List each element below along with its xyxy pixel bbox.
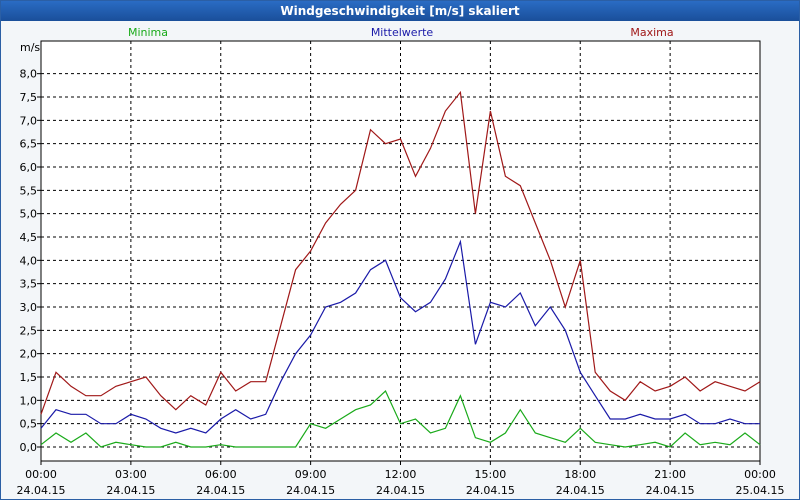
x-tick-date: 24.04.15 (376, 484, 425, 497)
x-tick-date: 24.04.15 (646, 484, 695, 497)
x-axis: 00:00 24.04.15 03:00 24.04.15 06:00 24.04.15 0… (17, 461, 785, 497)
x-tick-date: 24.04.15 (106, 484, 155, 497)
y-tick-label: 3,5 (20, 278, 38, 291)
legend-entry-maxima: Maxima (630, 26, 673, 39)
series-line-mittelwerte (40, 239, 760, 434)
x-tick-date: 24.04.15 (17, 484, 66, 497)
y-tick-label: 5,5 (20, 184, 38, 197)
x-tick-time: 18:00 (564, 468, 596, 481)
chart-title: Windgeschwindigkeit [m/s] skaliert (1, 1, 799, 21)
legend-entry-minima: Minima (128, 26, 168, 39)
y-tick-label: 0,5 (20, 418, 38, 431)
x-tick-time: 00:00 (25, 468, 57, 481)
x-tick-time: 15:00 (475, 468, 507, 481)
y-tick-label: 2,5 (20, 324, 38, 337)
y-tick-label: 7,5 (20, 91, 38, 104)
y-tick-label: 5,0 (20, 208, 38, 221)
x-tick-date: 25.04.15 (736, 484, 785, 497)
x-tick-date: 24.04.15 (556, 484, 605, 497)
x-tick-date: 24.04.15 (286, 484, 335, 497)
y-tick-label: 6,5 (20, 138, 38, 151)
y-tick-label: 2,0 (20, 348, 38, 361)
y-tick-label: 7,0 (20, 114, 38, 127)
legend-entry-mittelwerte: Mittelwerte (371, 26, 434, 39)
series-line-maxima (40, 90, 761, 415)
legend: Minima Mittelwerte Maxima (128, 26, 674, 39)
x-tick-date: 24.04.15 (196, 484, 245, 497)
series-line-minima (40, 389, 761, 448)
y-tick-label: 4,5 (20, 231, 38, 244)
y-tick-label: 8,0 (20, 68, 38, 81)
y-tick-label: 1,0 (20, 394, 38, 407)
y-tick-label: 0,0 (20, 441, 38, 454)
x-tick-time: 12:00 (385, 468, 417, 481)
y-tick-label: 6,0 (20, 161, 38, 174)
x-tick-time: 21:00 (654, 468, 686, 481)
x-tick-time: 09:00 (295, 468, 327, 481)
y-axis-label: m/s (20, 41, 40, 54)
y-tick-label: 4,0 (20, 254, 38, 267)
series-lines (40, 90, 761, 448)
y-axis: 0,0 0,5 1,0 1,5 2,0 2,5 3,0 3,5 4,0 4,5 5,0 5,5 6,0 6… (20, 68, 41, 454)
x-tick-date: 24.04.15 (466, 484, 515, 497)
x-tick-time: 06:00 (205, 468, 237, 481)
y-tick-label: 1,5 (20, 371, 38, 384)
y-tick-label: 3,0 (20, 301, 38, 314)
x-tick-time: 03:00 (115, 468, 147, 481)
x-tick-time: 00:00 (744, 468, 776, 481)
